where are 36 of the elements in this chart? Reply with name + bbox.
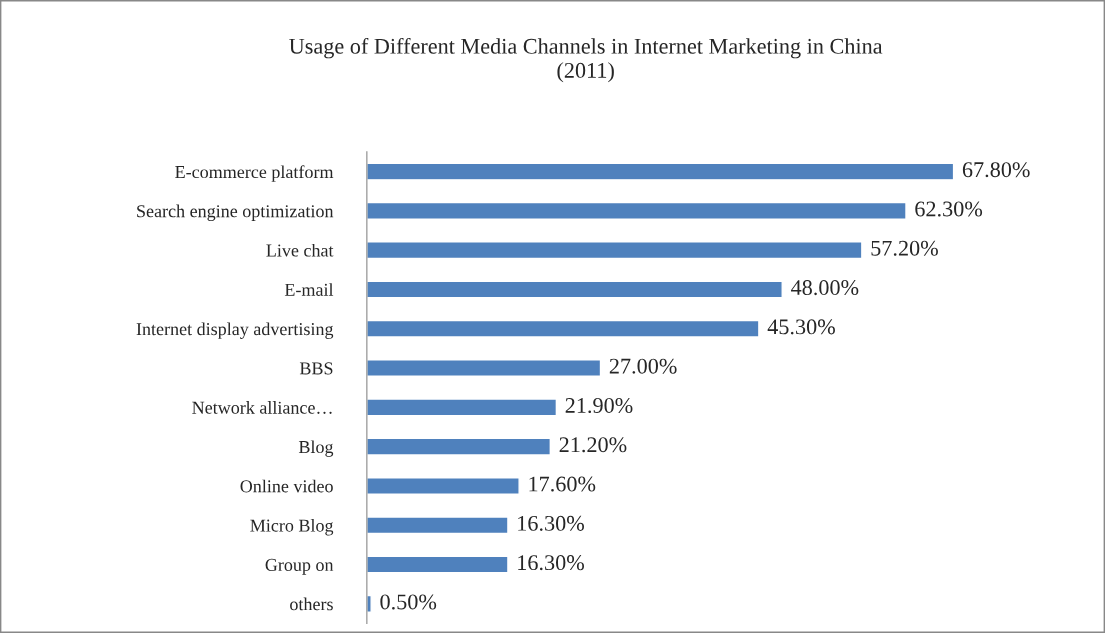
bar (366, 162, 955, 181)
y-tick-label: Network alliance… (192, 401, 332, 414)
data-label: 45.30% (767, 319, 835, 335)
y-tick-label: Online video (240, 479, 333, 493)
bar (366, 555, 509, 574)
bar (366, 280, 783, 299)
data-label: 27.00% (609, 358, 677, 374)
data-label: 21.20% (559, 437, 627, 453)
y-tick-label: E-mail (284, 283, 334, 296)
bar (366, 319, 760, 338)
y-tick-label: BBS (299, 362, 333, 375)
chart-title: Usage of Different Media Channels in Internet Marketing in China (2011) (289, 37, 883, 83)
data-label: 17.60% (529, 476, 596, 492)
bar (366, 398, 558, 417)
y-tick-label: Live chat (266, 243, 334, 257)
bar (366, 516, 509, 535)
y-tick-label: Micro Blog (250, 518, 334, 536)
y-tick-label: Blog (298, 440, 334, 457)
data-label: 16.30% (518, 555, 584, 571)
bar (366, 359, 602, 378)
y-tick-label: Group on (265, 558, 334, 575)
y-tick-label: E-commerce platform (175, 165, 334, 182)
y-tick-label: Search engine optimization (137, 204, 334, 222)
data-label: 16.30% (518, 515, 584, 531)
data-label: 62.30% (915, 201, 983, 217)
data-label: 21.90% (565, 397, 633, 414)
data-label: 57.20% (871, 240, 938, 256)
bar (366, 201, 907, 220)
bar (366, 477, 520, 495)
data-label: 67.80% (962, 162, 1030, 178)
data-label: 0.50% (380, 594, 437, 610)
data-label: 48.00% (791, 280, 859, 296)
bar (366, 241, 863, 260)
bar (366, 437, 552, 456)
y-tick-label: Internet display advertising (136, 322, 334, 339)
y-tick-label: others (290, 597, 333, 611)
